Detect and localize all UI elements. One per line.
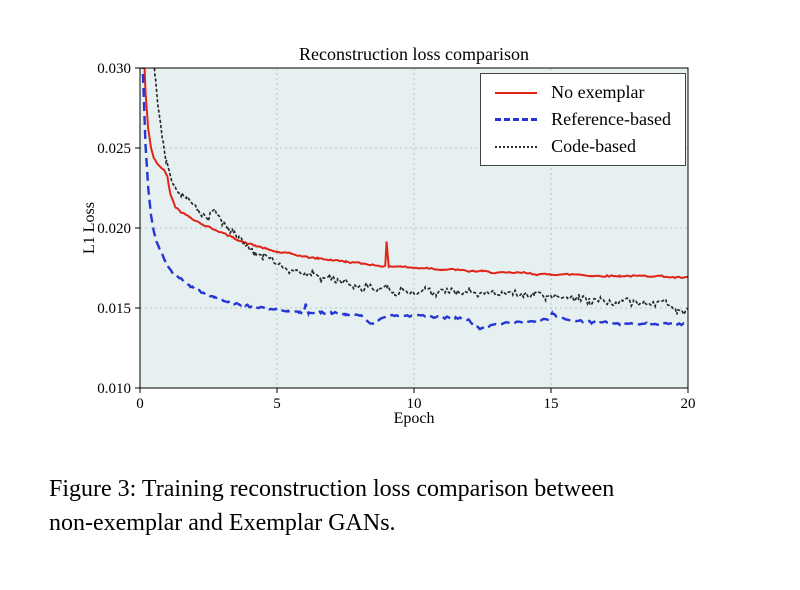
y-tick-label: 0.025: [97, 141, 131, 157]
x-axis-label: Epoch: [393, 410, 435, 427]
legend-line-sample: [495, 91, 538, 94]
caption-line-1: Figure 3: Training reconstruction loss c…: [49, 476, 615, 502]
legend-item: Reference-based: [495, 107, 671, 132]
figure-caption: Figure 3: Training reconstruction loss c…: [49, 472, 769, 540]
legend-item: No exemplar: [495, 80, 671, 105]
legend-line-sample: [495, 145, 538, 148]
chart-title: Reconstruction loss comparison: [299, 44, 529, 64]
series-line-code-based: [153, 68, 688, 317]
series-line-no-exemplar: [143, 68, 688, 280]
y-tick-label: 0.010: [97, 381, 131, 397]
legend-label: Code-based: [551, 136, 637, 156]
legend-item: Code-based: [495, 134, 671, 159]
x-tick-label: 0: [136, 396, 144, 412]
caption-line-2: non-exemplar and Exemplar GANs.: [49, 510, 396, 536]
y-tick-label: 0.020: [97, 221, 131, 237]
x-tick-label: 5: [273, 396, 281, 412]
legend-label: Reference-based: [551, 109, 671, 129]
legend-line-sample: [495, 118, 538, 121]
y-tick-label: 0.030: [97, 61, 131, 77]
y-tick-label: 0.015: [97, 301, 131, 317]
series-line-reference-based: [141, 68, 688, 331]
loss-chart: 0 5 10 15 20 0.010 0.015 0.020 0.025 0.030: [97, 61, 696, 412]
x-tick-label: 15: [544, 396, 559, 412]
series-group: [141, 68, 688, 331]
x-tick-label: 10: [407, 396, 422, 412]
legend-label: No exemplar: [551, 82, 645, 102]
x-tick-label: 20: [681, 396, 696, 412]
chart-legend: No exemplar Reference-based Code-based: [480, 73, 686, 166]
